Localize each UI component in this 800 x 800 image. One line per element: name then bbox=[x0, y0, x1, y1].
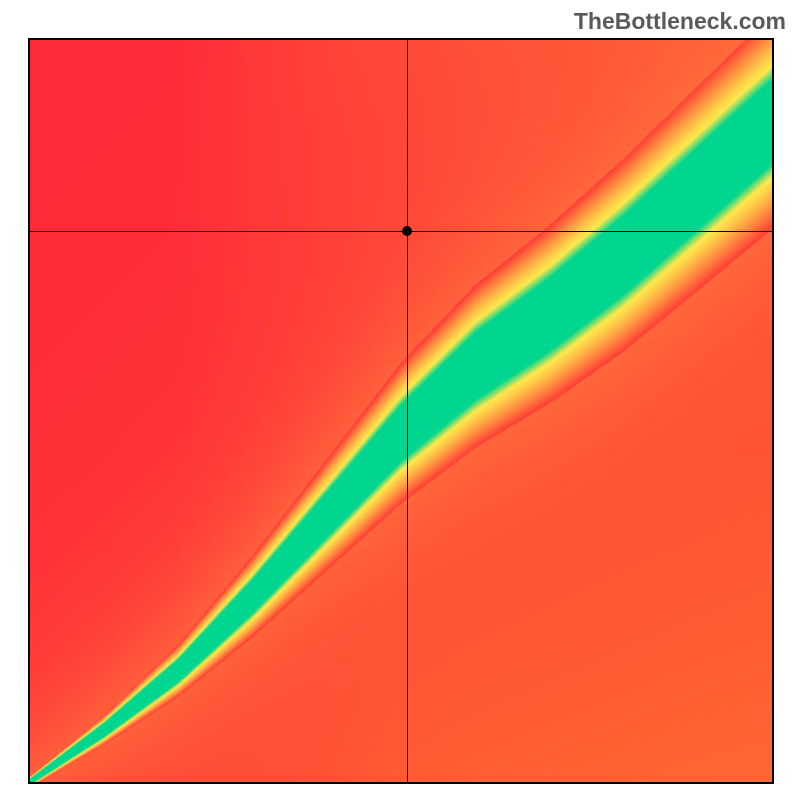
selection-marker bbox=[402, 226, 412, 236]
bottleneck-heatmap bbox=[28, 38, 774, 784]
watermark-text: TheBottleneck.com bbox=[574, 8, 786, 35]
crosshair-horizontal bbox=[30, 231, 772, 232]
heatmap-canvas bbox=[30, 40, 772, 782]
crosshair-vertical bbox=[407, 40, 408, 782]
